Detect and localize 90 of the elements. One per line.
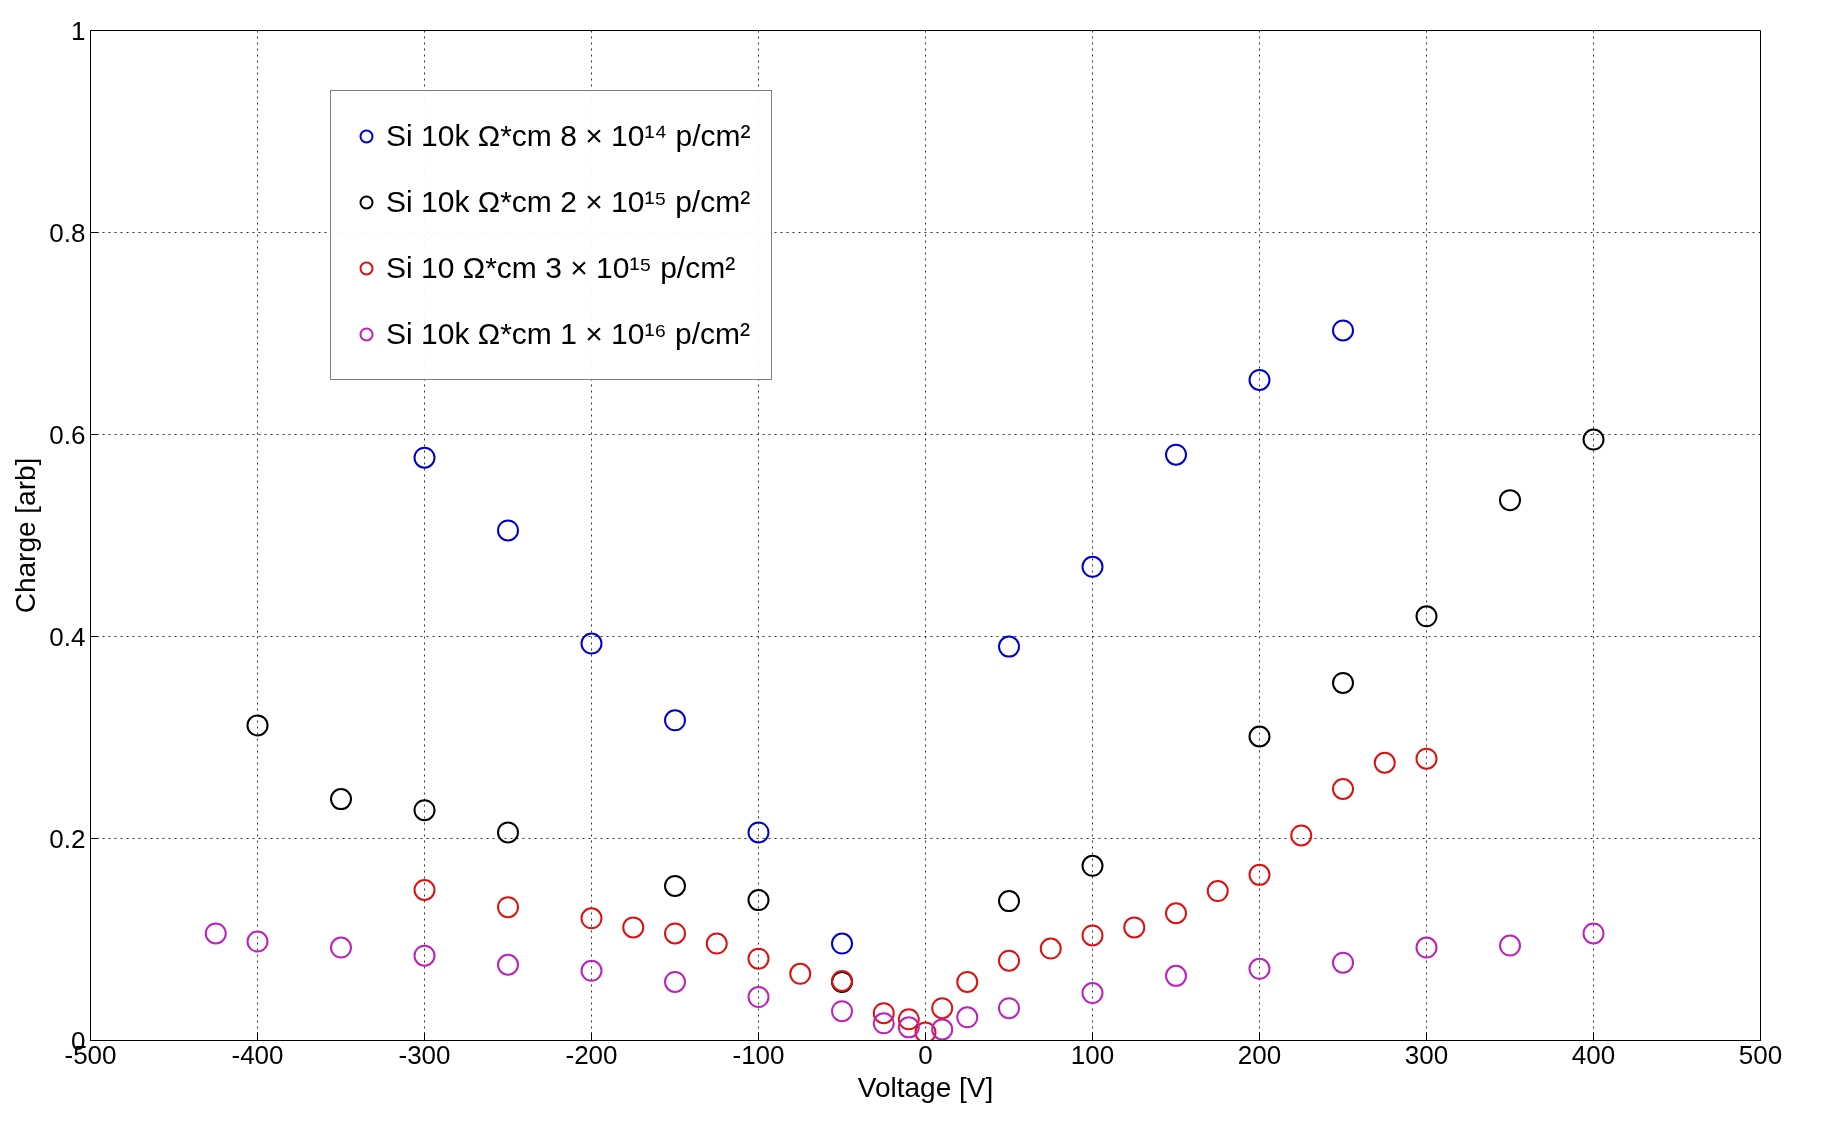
point	[931, 997, 954, 1020]
point	[831, 932, 853, 955]
point	[622, 916, 645, 939]
point	[246, 714, 269, 737]
point	[931, 1018, 954, 1041]
point	[497, 953, 519, 976]
y-tick-label: 1	[71, 15, 86, 46]
legend-label: Si 10k Ω*cm 2 × 10¹⁵ p/cm²	[386, 184, 751, 220]
point	[956, 1006, 979, 1029]
point	[664, 709, 686, 732]
point	[664, 874, 686, 897]
legend-label: Si 10k Ω*cm 1 × 10¹⁶ p/cm²	[386, 316, 751, 352]
point	[330, 936, 352, 959]
point	[330, 788, 352, 811]
point	[1415, 747, 1438, 770]
point	[1332, 671, 1354, 694]
point	[497, 821, 519, 844]
legend-label: Si 10 Ω*cm 3 × 10¹⁵ p/cm²	[386, 250, 736, 286]
point	[1582, 428, 1605, 451]
point	[1081, 555, 1104, 578]
x-tick-label: 500	[1738, 1039, 1783, 1070]
point	[497, 519, 519, 542]
point	[831, 1000, 853, 1023]
point	[580, 907, 603, 930]
point	[998, 949, 1020, 972]
point	[1039, 937, 1062, 960]
point	[1499, 934, 1521, 957]
point	[1332, 951, 1354, 974]
point	[413, 799, 436, 822]
point	[1165, 443, 1187, 466]
point	[246, 930, 269, 953]
point	[1206, 880, 1229, 902]
point	[914, 1021, 937, 1041]
point	[413, 446, 436, 469]
x-tick-label: -400	[231, 1039, 284, 1070]
point	[1332, 778, 1354, 800]
y-axis-title: Charge [arb]	[10, 457, 42, 614]
x-tick-label: 0	[918, 1039, 933, 1070]
point	[1248, 368, 1271, 391]
point	[1248, 957, 1271, 980]
point	[1248, 863, 1271, 886]
point	[1248, 725, 1271, 748]
point	[664, 922, 686, 945]
x-tick-label: -200	[565, 1039, 618, 1070]
point	[204, 922, 227, 945]
point	[789, 962, 812, 985]
x-tick-label: 100	[1070, 1039, 1115, 1070]
point	[1415, 605, 1438, 628]
point	[1373, 751, 1396, 774]
y-tick-label: 0.4	[49, 621, 86, 652]
point	[1582, 922, 1605, 945]
point	[872, 1012, 895, 1035]
x-tick-label: -100	[732, 1039, 785, 1070]
x-tick-label: 200	[1237, 1039, 1282, 1070]
point	[705, 932, 728, 955]
point	[1499, 489, 1521, 512]
point	[747, 947, 770, 970]
x-axis-title: Voltage [V]	[857, 1071, 994, 1103]
y-tick-label: 0.8	[49, 217, 86, 248]
x-tick-label: -300	[398, 1039, 451, 1070]
point	[1123, 916, 1146, 939]
point	[580, 632, 603, 655]
point	[1165, 902, 1187, 925]
point	[497, 896, 519, 919]
point	[413, 944, 436, 967]
point	[747, 821, 770, 844]
point	[580, 959, 603, 982]
point	[1081, 854, 1104, 877]
point	[1332, 319, 1354, 342]
legend-label: Si 10k Ω*cm 8 × 10¹⁴ p/cm²	[386, 118, 751, 154]
x-tick-label: 400	[1571, 1039, 1616, 1070]
point	[998, 997, 1020, 1020]
point	[747, 986, 770, 1009]
point	[872, 1002, 895, 1025]
x-tick-label: 300	[1404, 1039, 1449, 1070]
point	[897, 1016, 920, 1039]
y-tick-label: 0.2	[49, 823, 86, 854]
point	[1165, 964, 1187, 987]
y-tick-label: 0.6	[49, 419, 86, 450]
point	[664, 970, 686, 993]
point	[1290, 824, 1313, 847]
point	[897, 1008, 920, 1031]
point	[1415, 936, 1438, 959]
point	[956, 970, 979, 993]
point	[747, 889, 770, 912]
point	[998, 635, 1020, 658]
point	[413, 879, 436, 901]
point	[1081, 924, 1104, 947]
point	[998, 890, 1020, 913]
point	[1081, 982, 1104, 1005]
